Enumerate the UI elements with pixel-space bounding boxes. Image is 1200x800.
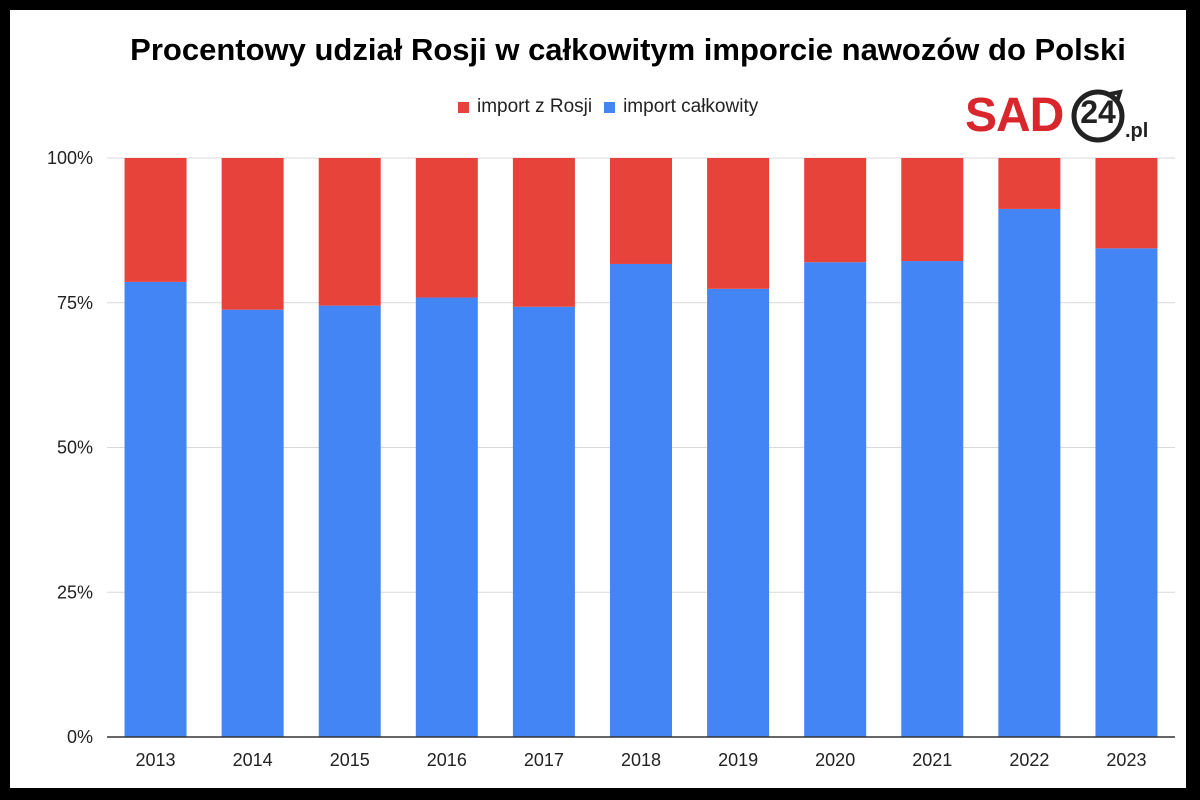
legend-item-russia: import z Rosji	[458, 96, 592, 118]
bar-russia	[415, 158, 478, 298]
bar-russia	[318, 158, 381, 306]
x-tick-label: 2018	[621, 750, 661, 770]
x-tick-label: 2022	[1009, 750, 1049, 770]
bar-total	[707, 288, 770, 737]
y-tick-label: 100%	[47, 148, 93, 168]
legend-swatch-russia	[458, 101, 469, 113]
stacked-bar-chart: 0% 25% 50% 75% 100% 2013 2014 2015 2016 2017 2018 2…	[47, 148, 1175, 770]
y-tick-label: 25%	[57, 582, 93, 602]
bar-total	[512, 306, 575, 737]
legend-label-total: import całkowity	[623, 96, 759, 117]
x-tick-label: 2017	[524, 750, 564, 770]
logo-text-num: 24	[1080, 94, 1116, 130]
bar-total	[998, 208, 1061, 737]
bar-russia	[221, 158, 284, 310]
x-tick-label: 2020	[815, 750, 855, 770]
bar-total	[415, 297, 478, 737]
x-tick-label: 2023	[1106, 750, 1146, 770]
sad24-logo: SAD 24 .pl	[965, 86, 1175, 156]
y-tick-label: 75%	[57, 293, 93, 313]
chart-title: Procentowy udział Rosji w całkowitym imp…	[130, 32, 1126, 67]
legend-swatch-total	[604, 101, 616, 113]
bar-russia	[512, 158, 575, 307]
bar-russia	[804, 158, 867, 263]
bar-russia	[998, 158, 1061, 209]
x-tick-label: 2014	[233, 750, 273, 770]
bar-total	[1095, 248, 1158, 737]
bar-total	[318, 305, 381, 737]
bar-russia	[901, 158, 964, 262]
bar-total	[221, 309, 284, 737]
y-tick-label: 0%	[67, 727, 93, 747]
x-tick-label: 2021	[912, 750, 952, 770]
logo-text-sad: SAD	[965, 89, 1064, 142]
bar-total	[124, 281, 187, 737]
chart-legend: import z Rosji import całkowity	[458, 96, 770, 118]
bar-total	[901, 261, 964, 737]
chart-frame: Procentowy udział Rosji w całkowitym imp…	[10, 10, 1186, 788]
x-tick-label: 2016	[427, 750, 467, 770]
legend-item-total: import całkowity	[604, 96, 758, 118]
bar-russia	[707, 158, 770, 289]
logo-circle-icon	[1071, 89, 1125, 143]
x-tick-label: 2013	[136, 750, 176, 770]
logo-text-pl: .pl	[1125, 120, 1149, 142]
y-tick-label: 50%	[57, 438, 93, 458]
bar-russia	[610, 158, 672, 264]
x-tick-label: 2015	[330, 750, 370, 770]
bar-total	[610, 263, 672, 737]
x-tick-label: 2019	[718, 750, 758, 770]
bar-russia	[1095, 158, 1158, 249]
legend-label-russia: import z Rosji	[477, 96, 593, 117]
bar-total	[804, 262, 867, 737]
bar-russia	[124, 158, 187, 282]
